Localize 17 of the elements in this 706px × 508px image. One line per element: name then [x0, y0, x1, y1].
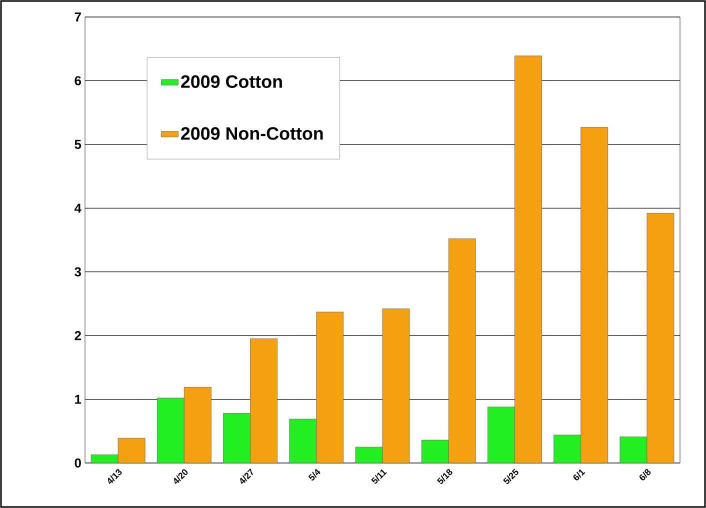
x-tick-label: 6/8: [640, 469, 651, 480]
y-tick-label: 4: [74, 204, 82, 213]
x-tick-label: 4/20: [174, 469, 188, 484]
y-tick-label: 7: [74, 12, 81, 22]
legend-label: 2009 Cotton: [181, 75, 282, 88]
y-tick-label: 2: [74, 331, 81, 340]
y-tick-label: 3: [74, 267, 82, 276]
x-tick-label: 5/4: [308, 468, 320, 480]
x-tick-label: 5/18: [436, 469, 452, 484]
y-tick-label: 6: [74, 76, 82, 86]
y-tick-label: 0: [74, 458, 81, 468]
y-tick-label: 5: [74, 140, 82, 149]
x-tick-label: 4/13: [108, 469, 122, 484]
y-tick-label: 1: [75, 394, 82, 404]
x-tick-label: 5/11: [371, 469, 387, 484]
x-tick-label: 6/1: [573, 469, 586, 480]
legend-label: 2009 Non-Cotton: [181, 127, 323, 140]
